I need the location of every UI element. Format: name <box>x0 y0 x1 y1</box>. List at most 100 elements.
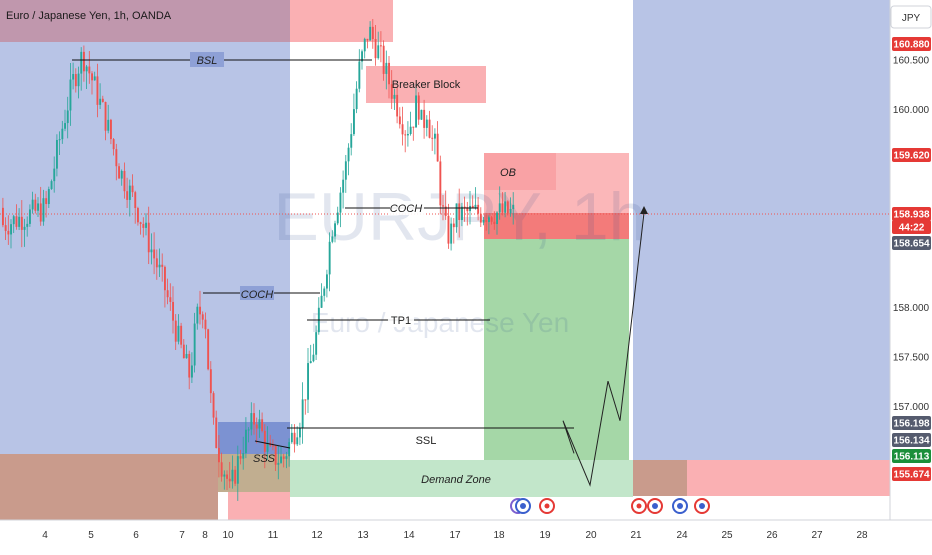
candle-body <box>188 353 191 378</box>
candle-body <box>185 353 188 359</box>
ob-label: OB <box>500 167 516 179</box>
candle-body <box>150 249 153 253</box>
candle-body <box>47 189 50 205</box>
candle-body <box>439 161 442 206</box>
candle-body <box>64 123 66 129</box>
candle-body <box>431 137 434 139</box>
ob-inner-box <box>484 153 556 190</box>
candle-body <box>396 94 399 117</box>
candle-body <box>272 445 274 447</box>
price-tag <box>892 220 931 234</box>
candle-body <box>169 297 172 302</box>
candle-body <box>31 199 34 210</box>
candle-body <box>323 288 326 296</box>
candle-body <box>193 323 196 366</box>
x-tick-label: 27 <box>811 530 823 541</box>
price-tag-label: 158.938 <box>893 210 930 221</box>
candle-body <box>126 191 129 200</box>
candle-body <box>88 66 91 74</box>
candle-body <box>509 209 512 214</box>
candle-body <box>331 236 334 242</box>
candle-body <box>407 134 409 136</box>
candle-body <box>490 217 493 222</box>
candle-body <box>61 128 64 140</box>
candle-body <box>83 51 85 72</box>
x-tick-label: 10 <box>222 530 234 541</box>
candle-body <box>312 354 315 362</box>
candle-body <box>80 51 83 74</box>
chart-title: Euro / Japanese Yen, 1h, OANDA <box>6 10 172 22</box>
candle-body <box>245 429 247 454</box>
candle-body <box>409 126 412 135</box>
candle-body <box>482 219 485 223</box>
candle-body <box>166 290 169 298</box>
x-tick-label: 24 <box>676 530 688 541</box>
candle-body <box>266 442 269 452</box>
candle-body <box>288 442 291 457</box>
candle-body <box>34 199 37 211</box>
candle-body <box>96 76 99 105</box>
candle-body <box>344 161 347 180</box>
target-box <box>484 239 629 460</box>
candle-body <box>385 62 388 74</box>
time-axis[interactable]: 4 5 6 7 8 10 11 12 13 14 17 18 19 20 21 24 25 26 27 28 <box>0 519 932 550</box>
candle-body <box>218 447 220 463</box>
candle-body <box>115 149 118 167</box>
candle-body <box>353 109 355 135</box>
candle-body <box>415 95 417 128</box>
candle-body <box>450 223 453 244</box>
candle-body <box>164 266 166 291</box>
candle-body <box>358 61 361 89</box>
candle-body <box>455 203 458 228</box>
x-tick-label: 5 <box>88 530 94 541</box>
candle-body <box>498 203 501 213</box>
candle-body <box>347 147 350 162</box>
candle-body <box>404 134 407 136</box>
demand-zone-label: Demand Zone <box>421 474 491 486</box>
candle-body <box>131 185 134 193</box>
zones-layer <box>0 0 890 520</box>
currency-label: JPY <box>902 13 921 24</box>
y-tick-label: 160.500 <box>893 55 930 66</box>
candle-body <box>293 432 296 445</box>
y-tick-label: 160.000 <box>893 105 930 116</box>
tp1-label: TP1 <box>391 315 411 327</box>
price-tag-label: 159.620 <box>893 151 930 162</box>
candle-body <box>428 119 431 138</box>
price-tag <box>892 236 931 250</box>
candle-body <box>380 45 382 47</box>
candle-body <box>209 369 212 394</box>
breaker-block-label: Breaker Block <box>392 79 461 91</box>
price-tag-label: 155.674 <box>893 470 930 481</box>
candle-body <box>69 79 72 111</box>
candle-body <box>255 424 258 429</box>
candle-body <box>425 119 428 128</box>
watermark-name: Euro / Japanese Yen <box>311 307 569 338</box>
candle-body <box>20 216 23 230</box>
candle-body <box>158 264 161 268</box>
x-tick-label: 13 <box>357 530 369 541</box>
demand-zone-box <box>290 460 633 497</box>
candle-body <box>258 419 261 429</box>
x-tick-label: 25 <box>721 530 733 541</box>
x-tick-label: 7 <box>179 530 185 541</box>
price-tag <box>892 449 931 463</box>
top-left-purple-zone <box>0 0 290 42</box>
x-tick-labels: 4 5 6 7 8 10 11 12 13 14 17 18 19 20 21 24 25 26 27 28 <box>42 530 868 541</box>
candle-body <box>15 216 18 227</box>
candle-body <box>485 219 488 223</box>
price-tag <box>892 467 931 481</box>
x-tick-label: 20 <box>585 530 597 541</box>
candle-body <box>417 95 420 120</box>
candle-body <box>18 216 21 227</box>
candles-layer <box>2 18 515 501</box>
candle-body <box>142 223 145 228</box>
x-tick-label: 12 <box>311 530 323 541</box>
bottom-left-brown-zone <box>0 454 218 520</box>
candle-body <box>220 462 223 477</box>
y-tick-label: 158.000 <box>893 303 930 314</box>
candle-body <box>377 45 380 59</box>
